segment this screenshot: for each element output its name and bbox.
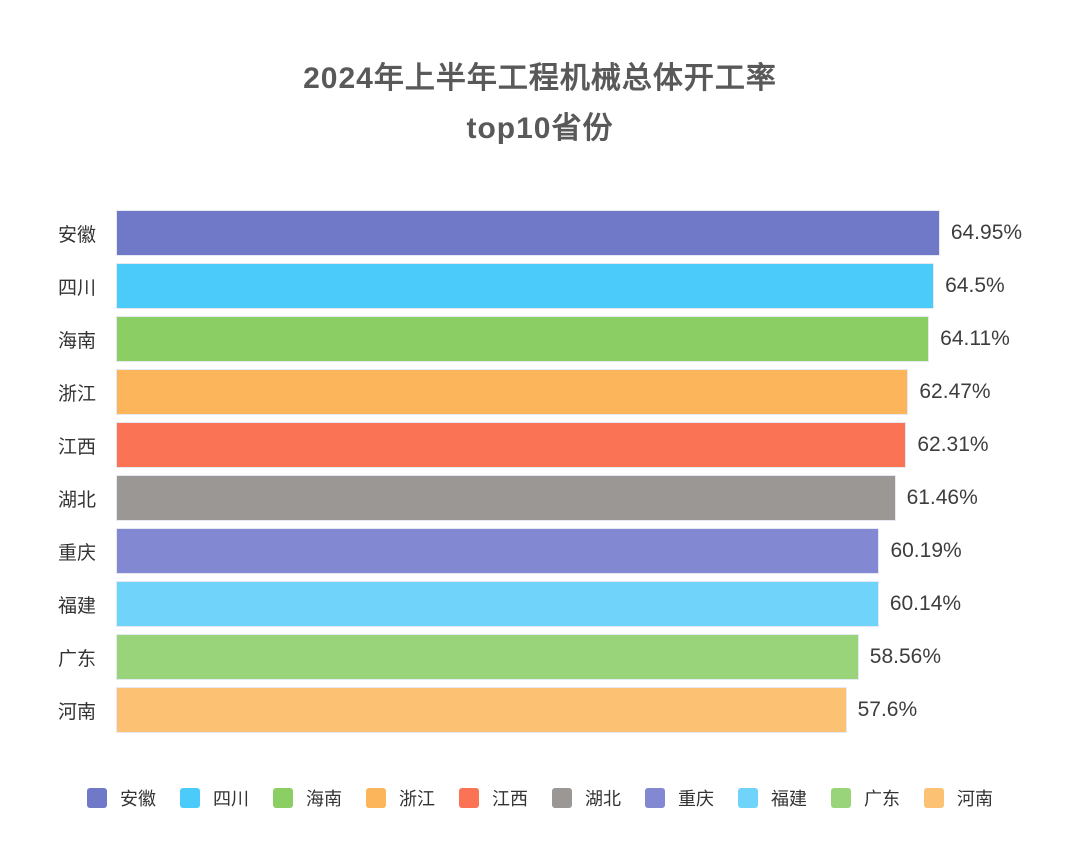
category-label: 河南 xyxy=(57,701,96,723)
bar-row: 河南 57.6% xyxy=(0,687,1080,733)
bar-track: 57.6% xyxy=(116,687,1080,733)
legend-swatch-icon xyxy=(273,788,293,808)
category-label: 福建 xyxy=(57,595,96,617)
bar xyxy=(116,634,859,680)
category-label: 江西 xyxy=(57,436,96,458)
legend-item: 河南 xyxy=(924,785,993,811)
value-label: 57.6% xyxy=(857,698,918,721)
legend-swatch-icon xyxy=(831,788,851,808)
legend-item: 广东 xyxy=(831,785,900,811)
chart-legend: 安徽 四川 海南 浙江 江西 湖北 重庆 福建 广东 河南 xyxy=(0,785,1080,811)
chart-title-line1: 2024年上半年工程机械总体开工率 xyxy=(303,62,777,95)
legend-item: 湖北 xyxy=(552,785,621,811)
legend-label: 安徽 xyxy=(120,789,156,809)
bar xyxy=(116,369,909,415)
value-label: 60.14% xyxy=(889,592,962,615)
bar xyxy=(116,528,880,574)
category-label: 湖北 xyxy=(57,489,96,511)
category-label: 安徽 xyxy=(57,224,96,246)
legend-label: 浙江 xyxy=(399,789,435,809)
legend-swatch-icon xyxy=(459,788,479,808)
category-label: 四川 xyxy=(57,277,96,299)
legend-swatch-icon xyxy=(180,788,200,808)
bar xyxy=(116,687,847,733)
value-label: 62.31% xyxy=(917,433,989,456)
bar-track: 60.14% xyxy=(116,581,1080,627)
category-label: 重庆 xyxy=(57,542,96,564)
bar-row: 海南 64.11% xyxy=(0,316,1080,362)
value-label: 58.56% xyxy=(869,645,942,668)
chart-title: 2024年上半年工程机械总体开工率 top10省份 xyxy=(0,0,1080,154)
value-label: 64.95% xyxy=(950,221,1023,244)
category-label: 海南 xyxy=(57,330,96,352)
legend-label: 河南 xyxy=(957,789,993,809)
legend-item: 四川 xyxy=(180,785,249,811)
bar-track: 62.47% xyxy=(116,369,1080,415)
legend-label: 广东 xyxy=(864,789,900,809)
bar-track: 64.5% xyxy=(116,263,1080,309)
category-label: 广东 xyxy=(57,648,96,670)
bar xyxy=(116,581,879,627)
bar-track: 64.95% xyxy=(116,210,1080,256)
legend-item: 重庆 xyxy=(645,785,714,811)
bar-track: 62.31% xyxy=(116,422,1080,468)
legend-item: 海南 xyxy=(273,785,342,811)
legend-label: 福建 xyxy=(771,789,807,809)
bar xyxy=(116,475,896,521)
bar xyxy=(116,210,940,256)
legend-label: 海南 xyxy=(306,789,342,809)
bar-track: 58.56% xyxy=(116,634,1080,680)
bar-track: 64.11% xyxy=(116,316,1080,362)
legend-swatch-icon xyxy=(645,788,665,808)
bar-row: 福建 60.14% xyxy=(0,581,1080,627)
bar xyxy=(116,263,935,309)
legend-swatch-icon xyxy=(366,788,386,808)
value-label: 64.5% xyxy=(945,274,1005,297)
bar-row: 浙江 62.47% xyxy=(0,369,1080,415)
legend-label: 重庆 xyxy=(678,789,714,809)
legend-swatch-icon xyxy=(924,788,944,808)
bar-row: 广东 58.56% xyxy=(0,634,1080,680)
value-label: 61.46% xyxy=(906,486,978,509)
category-label: 浙江 xyxy=(57,383,96,405)
bar-row: 安徽 64.95% xyxy=(0,210,1080,256)
bar-row: 重庆 60.19% xyxy=(0,528,1080,574)
legend-label: 江西 xyxy=(492,789,528,809)
bar-row: 四川 64.5% xyxy=(0,263,1080,309)
legend-swatch-icon xyxy=(87,788,107,808)
bar-track: 60.19% xyxy=(116,528,1080,574)
legend-item: 江西 xyxy=(459,785,528,811)
chart-title-line2: top10省份 xyxy=(466,112,614,145)
legend-item: 浙江 xyxy=(366,785,435,811)
bar xyxy=(116,316,930,362)
legend-item: 福建 xyxy=(738,785,807,811)
value-label: 64.11% xyxy=(940,327,1010,350)
bar-row: 湖北 61.46% xyxy=(0,475,1080,521)
bar-row: 江西 62.31% xyxy=(0,422,1080,468)
bar-rows: 安徽 64.95% 四川 64.5% 海南 64.11% 浙江 62.47% 江… xyxy=(0,210,1080,733)
bar xyxy=(116,422,907,468)
value-label: 60.19% xyxy=(890,539,962,562)
legend-label: 四川 xyxy=(213,789,249,809)
legend-swatch-icon xyxy=(738,788,758,808)
legend-label: 湖北 xyxy=(585,789,621,809)
legend-item: 安徽 xyxy=(87,785,156,811)
value-label: 62.47% xyxy=(919,380,991,403)
bar-track: 61.46% xyxy=(116,475,1080,521)
legend-swatch-icon xyxy=(552,788,572,808)
